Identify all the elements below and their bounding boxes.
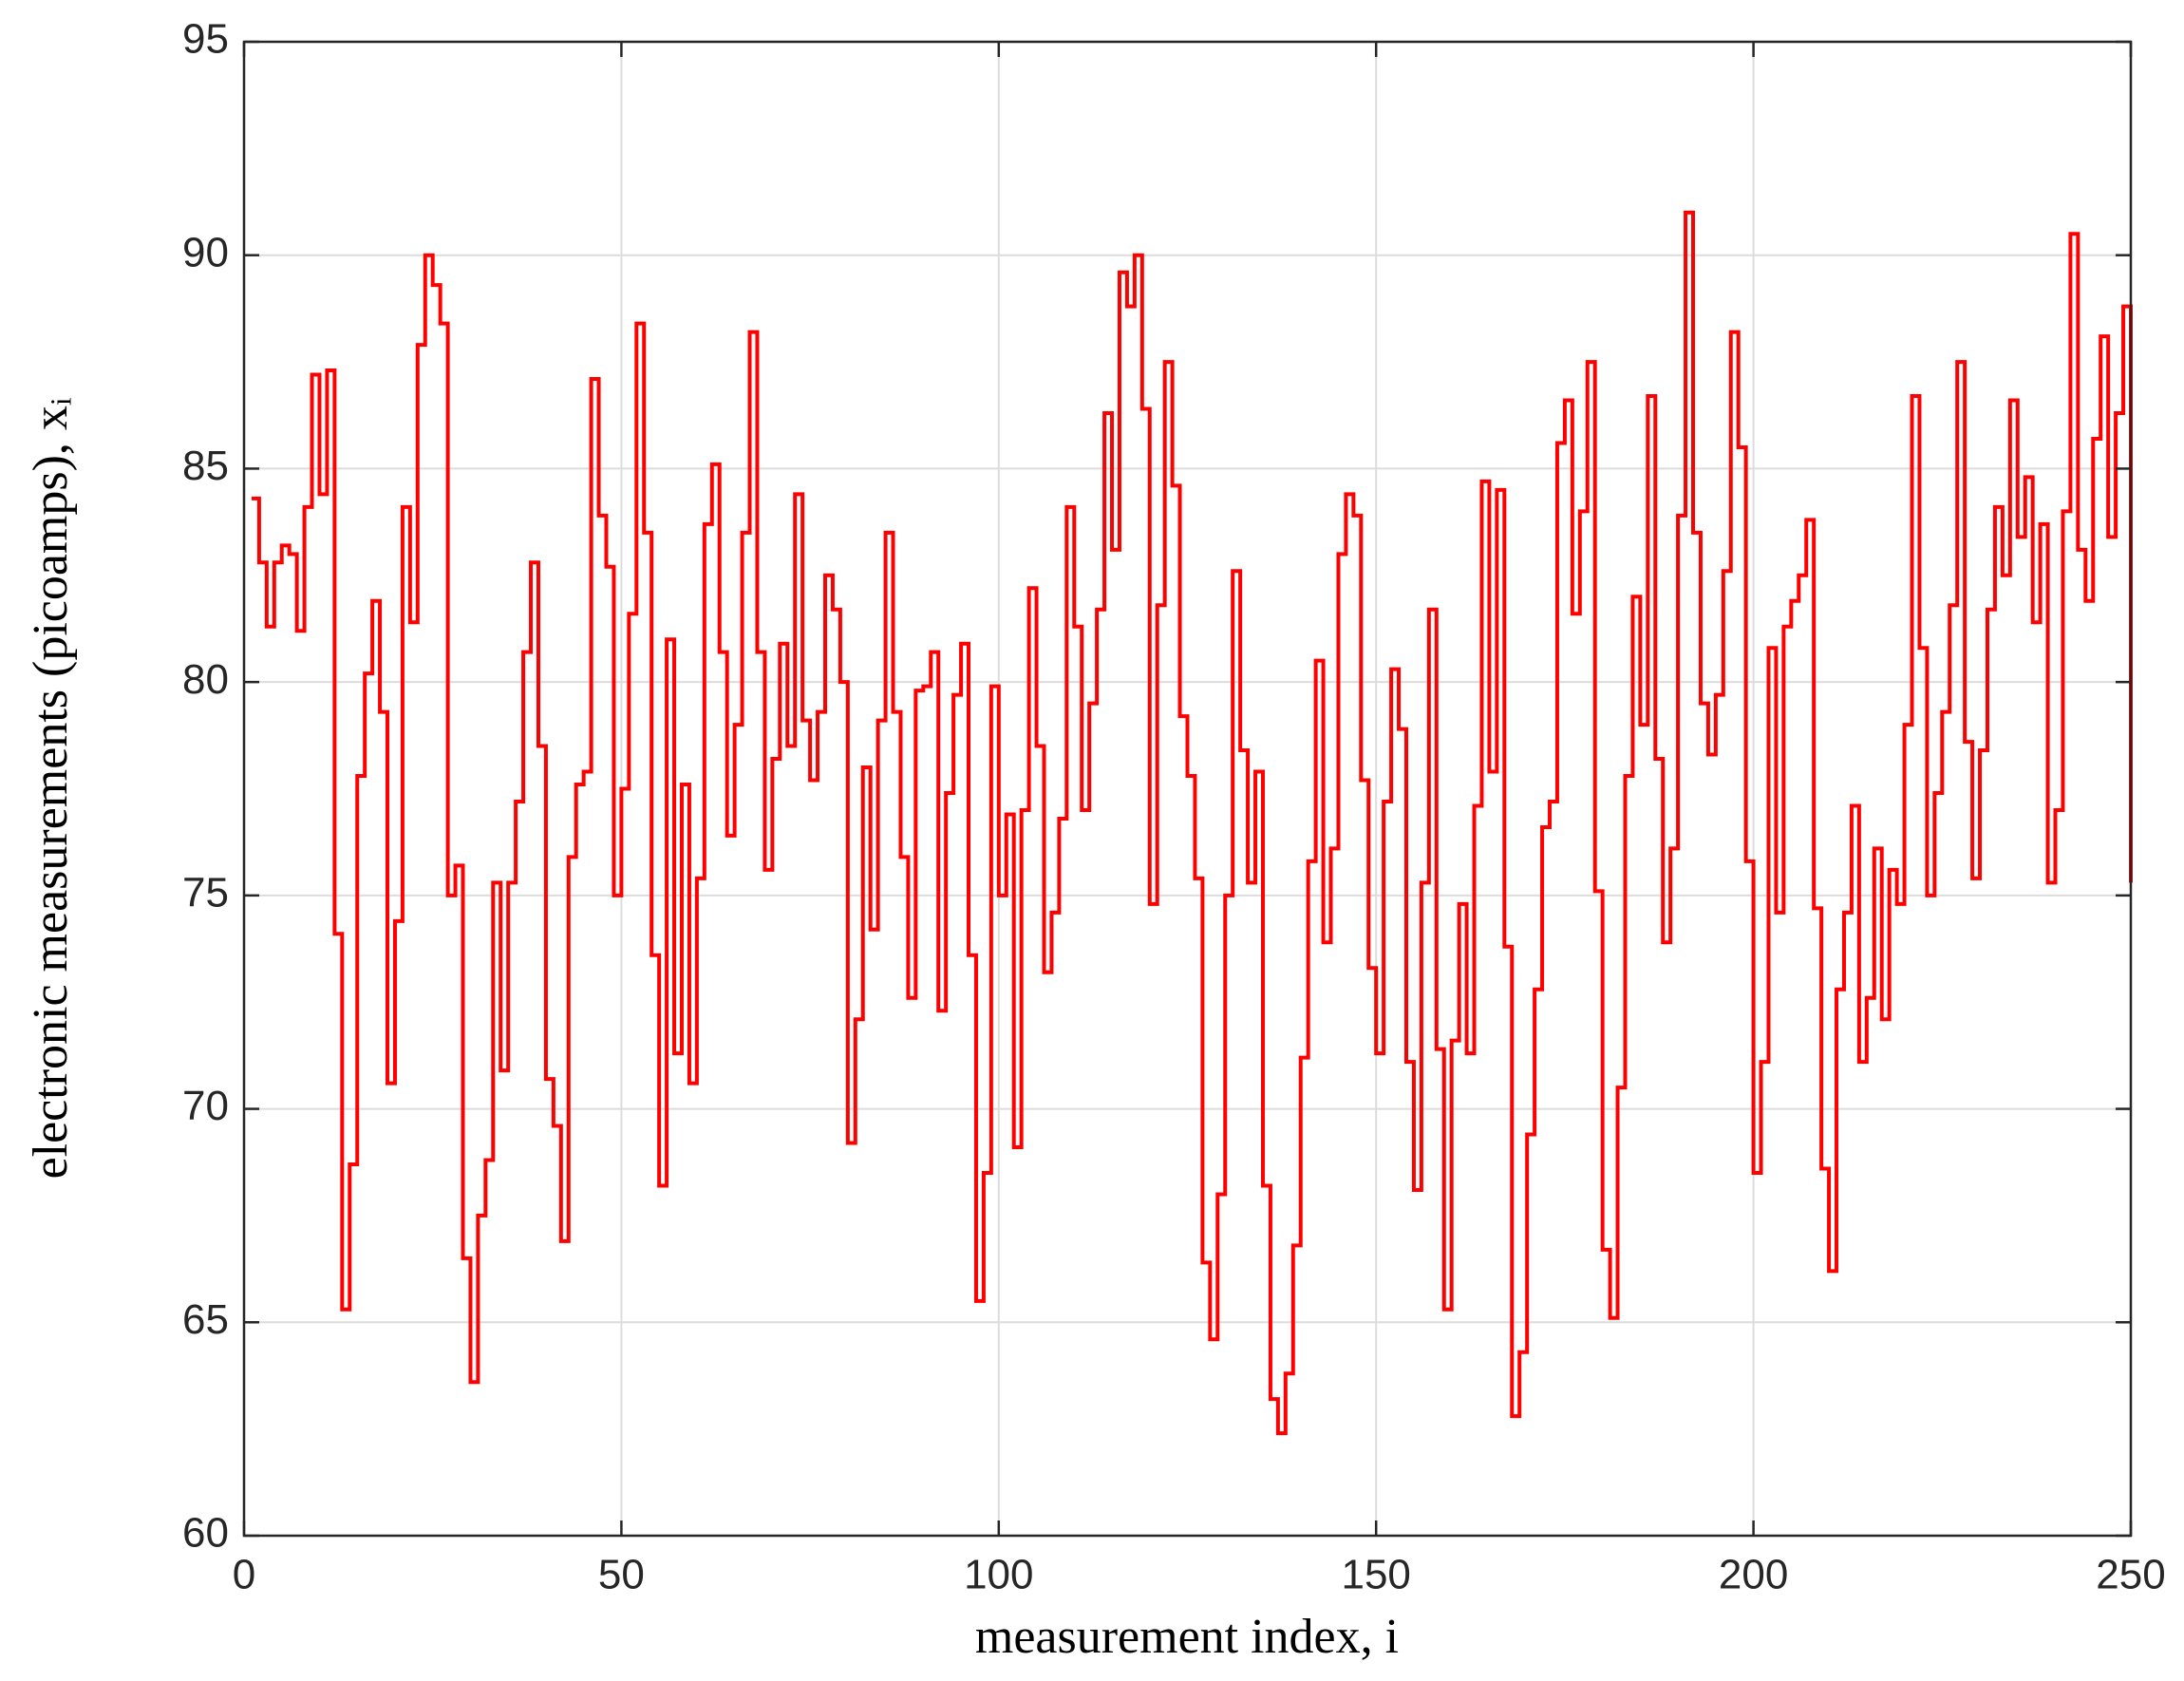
y-tick-label: 60: [182, 1510, 229, 1557]
y-tick-label: 65: [182, 1296, 229, 1343]
x-tick-label: 100: [964, 1552, 1033, 1598]
y-tick-label: 70: [182, 1083, 229, 1129]
y-tick-label: 85: [182, 443, 229, 489]
x-tick-label: 0: [233, 1552, 255, 1598]
y-tick-label: 90: [182, 229, 229, 275]
data-line: [251, 210, 2133, 1436]
x-tick-label: 200: [1719, 1552, 1788, 1598]
y-tick-label: 80: [182, 656, 229, 703]
y-tick-label: 75: [182, 869, 229, 916]
y-tick-label: 95: [182, 16, 229, 63]
x-axis-label: measurement index, i: [975, 1610, 1399, 1664]
x-tick-label: 50: [598, 1552, 645, 1598]
axes-frame: [242, 40, 2133, 1538]
x-tick-label: 250: [2096, 1552, 2165, 1598]
y-axis-label: electronic measurements (picoamps), xᵢ: [24, 397, 78, 1179]
x-tick-label: 150: [1341, 1552, 1410, 1598]
